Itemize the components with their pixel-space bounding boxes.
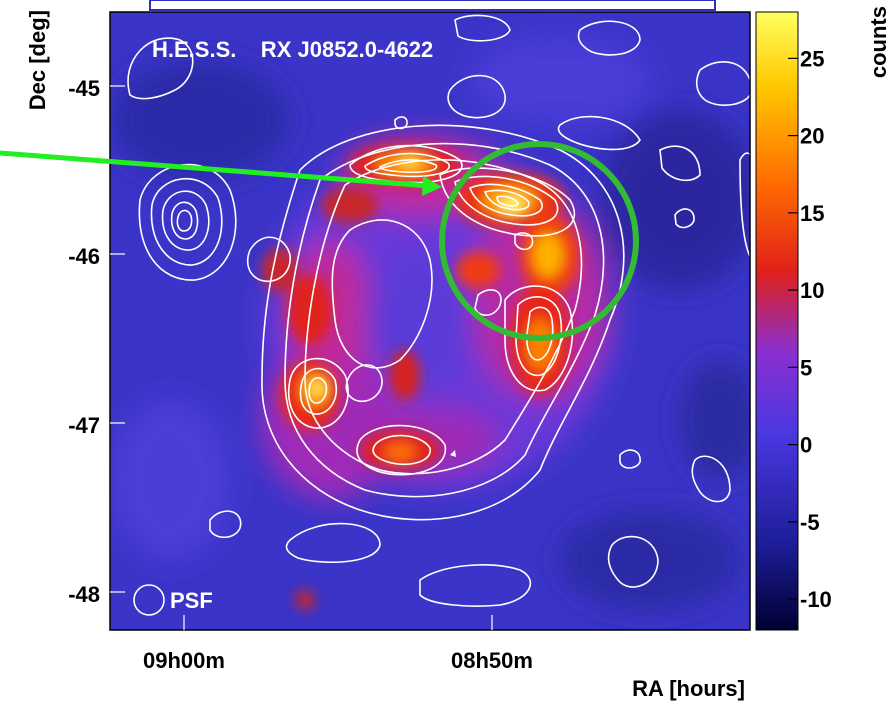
skymap-emission	[110, 14, 750, 610]
colorbar-ticks: 25 20 15 10 5 0 -5 -10	[788, 46, 832, 612]
colorbar-tick-label: 20	[800, 124, 824, 149]
header-bar	[149, 0, 716, 11]
contour-lines	[127, 14, 750, 607]
psf-circle	[133, 584, 165, 616]
plot-frame	[109, 11, 751, 631]
colorbar-tick-label: -5	[800, 510, 820, 535]
axis-ticks	[110, 85, 493, 630]
y-tick-label: -45	[68, 76, 100, 101]
x-axis-label: RA [hours]	[632, 676, 745, 701]
colorbar-tick-label: 5	[800, 355, 812, 380]
y-tick-label: -47	[68, 413, 100, 438]
pointer-arrow	[0, 150, 442, 196]
chart-title: H.E.S.S. RX J0852.0-4622	[152, 37, 433, 62]
colorbar-tick-label: 0	[800, 433, 812, 458]
y-tick-label: -48	[68, 582, 100, 607]
x-tick-label: 09h00m	[143, 648, 225, 673]
colorbar-label: counts	[866, 6, 891, 78]
colorbar-tick-label: 10	[800, 278, 824, 303]
y-axis-label: Dec [deg]	[25, 10, 50, 110]
colorbar-tick-label: -10	[800, 587, 832, 612]
highlight-circle	[439, 141, 639, 341]
colorbar-tick-label: 15	[800, 201, 824, 226]
x-tick-label: 08h50m	[451, 648, 533, 673]
colorbar	[755, 11, 799, 631]
y-tick-label: -46	[68, 244, 100, 269]
colorbar-tick-label: 25	[800, 46, 824, 71]
psf-label: PSF	[170, 588, 213, 613]
